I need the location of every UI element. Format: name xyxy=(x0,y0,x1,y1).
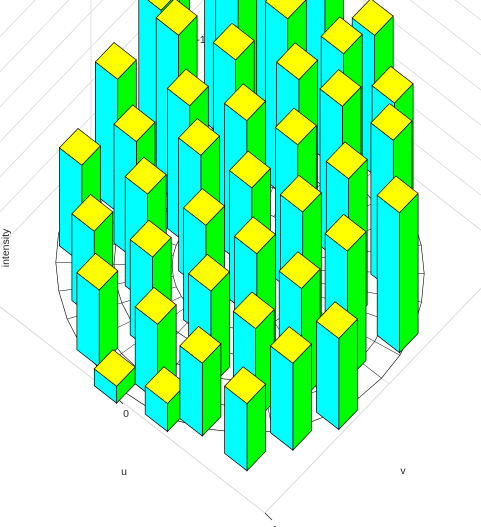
bar-top xyxy=(155,0,198,36)
bars-group xyxy=(58,0,419,472)
bar-top xyxy=(324,213,367,252)
bar-top xyxy=(269,326,313,364)
bar-top xyxy=(212,22,255,61)
grid-line xyxy=(454,0,481,21)
v-tick-label: 0 xyxy=(123,408,129,420)
bar-top xyxy=(188,253,231,292)
z-axis-label: intensity xyxy=(0,228,12,267)
bar-top xyxy=(223,83,266,122)
bar-top xyxy=(76,252,119,291)
grid-line xyxy=(0,0,36,38)
v-tick-mark xyxy=(264,512,273,521)
bar-top xyxy=(134,286,177,325)
bar-top xyxy=(278,251,321,289)
bar-top xyxy=(279,174,322,213)
bar-top xyxy=(224,366,267,405)
bar-top xyxy=(178,118,221,156)
bar-front-face xyxy=(376,194,400,354)
bar-top xyxy=(276,42,319,81)
axis-line xyxy=(264,287,481,514)
bar-top xyxy=(144,366,187,404)
bar-top xyxy=(183,188,226,226)
bar-top xyxy=(351,0,394,36)
bar xyxy=(76,252,119,368)
bar-top xyxy=(325,141,368,180)
bar-side-face xyxy=(399,192,419,354)
bar-top xyxy=(94,42,137,80)
bar-top xyxy=(179,325,222,364)
bar-front-face xyxy=(270,345,294,451)
u-axis-label: u xyxy=(121,466,127,478)
grid-line xyxy=(409,0,481,56)
v-tick-label: 1 xyxy=(272,524,278,527)
bar xyxy=(179,325,222,437)
bar xyxy=(224,366,267,472)
bar-top xyxy=(264,0,307,20)
bar-top xyxy=(274,107,317,146)
bar xyxy=(315,301,358,431)
bar-top xyxy=(228,150,271,189)
bar-top xyxy=(232,291,275,330)
bar-top xyxy=(376,175,419,214)
bar-top xyxy=(315,301,358,339)
bar-top xyxy=(113,104,156,143)
bar-top xyxy=(371,65,414,104)
bar-front-face xyxy=(316,320,340,431)
bar-top xyxy=(147,0,172,11)
grid-line xyxy=(364,0,481,91)
bar-top xyxy=(93,349,136,387)
bar-top xyxy=(166,68,209,107)
bar xyxy=(93,349,136,404)
bar-top xyxy=(124,156,167,195)
bar xyxy=(376,175,419,354)
bar-top xyxy=(129,219,172,258)
bar-top xyxy=(370,103,413,141)
bar xyxy=(269,326,313,451)
bar-top xyxy=(320,16,363,55)
bar-top xyxy=(71,194,114,232)
bar-top xyxy=(319,69,362,107)
bar-top xyxy=(58,128,101,166)
axis-labels: intensity u v xyxy=(0,228,406,478)
u-tick-label: -1 xyxy=(196,34,205,46)
v-axis-label: v xyxy=(400,465,406,477)
grid-line xyxy=(0,0,70,73)
bar-top xyxy=(233,216,276,255)
